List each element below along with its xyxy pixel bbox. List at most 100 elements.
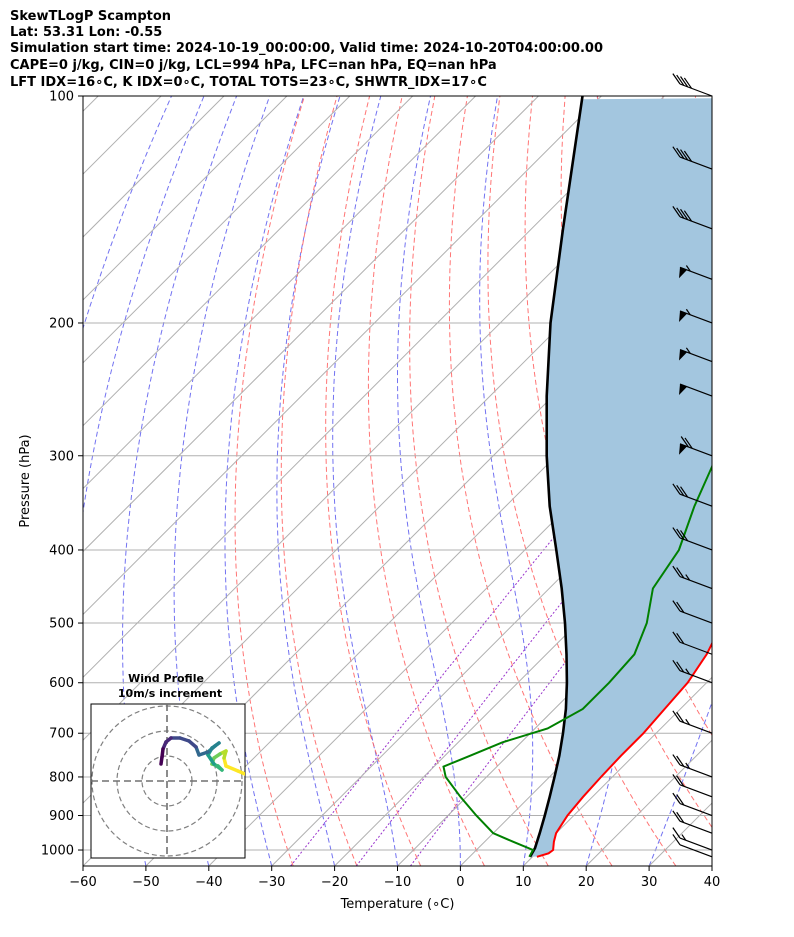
barb-staff: [679, 720, 713, 734]
barb-feather: [672, 754, 681, 766]
y-tick-label: 500: [49, 617, 74, 632]
plot-area: [83, 96, 794, 866]
barb-feather: [680, 208, 689, 220]
barb-feather: [672, 527, 681, 539]
hodograph-segment: [206, 753, 216, 766]
barb-staff: [679, 820, 713, 834]
barb-feather: [672, 827, 681, 839]
barb-staff: [679, 216, 713, 230]
barb-feather: [672, 810, 681, 822]
barb-feather: [676, 755, 685, 767]
barb-feather: [685, 718, 691, 726]
barb-feather: [672, 206, 681, 218]
x-tick-label: 10: [515, 875, 532, 890]
wind-barb: [672, 774, 713, 798]
moist-adiabat: [479, 96, 534, 866]
wind-barb: [679, 347, 713, 363]
barb-staff: [679, 784, 713, 798]
wind-profile-inset: Wind Profile 10m/s increment: [90, 672, 246, 859]
moist-adiabat: [332, 96, 398, 866]
barb-feather: [685, 574, 691, 581]
isotherm: [83, 96, 351, 364]
temperature-line: [536, 641, 712, 858]
barb-feather: [676, 484, 685, 497]
barb-pennant: [679, 443, 688, 455]
barb-feather: [676, 794, 685, 806]
wind-barb: [672, 631, 713, 655]
moist-adiabat: [276, 96, 341, 866]
isotherm: [397, 550, 712, 866]
barb-feather: [684, 437, 693, 449]
barb-staff: [679, 575, 713, 590]
x-tick-label: 0: [456, 875, 464, 890]
barb-feather: [680, 436, 689, 448]
isotherm: [83, 96, 602, 616]
barb-staff: [679, 156, 713, 170]
barb-feather: [672, 73, 681, 85]
convective-indices: CAPE=0 j/kg, CIN=0 j/kg, LCL=994 hPa, LF…: [10, 58, 497, 73]
barb-feather: [680, 530, 689, 542]
barb-pennant: [679, 267, 688, 279]
barb-staff: [679, 83, 713, 97]
wind-barb: [672, 527, 713, 551]
wind-barb: [679, 436, 713, 457]
barb-feather: [676, 661, 685, 673]
barb-feather: [676, 775, 685, 787]
dry-adiabat: [448, 96, 613, 866]
barb-pennant: [679, 310, 688, 322]
moist-adiabat: [173, 96, 271, 866]
isotherm: [334, 487, 712, 866]
dry-adiabat: [280, 96, 358, 866]
barb-feather: [680, 76, 689, 88]
barb-staff: [679, 764, 713, 778]
y-tick-label: 700: [49, 727, 74, 742]
x-tick-label: −30: [258, 875, 285, 890]
mixing-ratio-line: [355, 412, 712, 866]
barb-feather: [676, 528, 685, 540]
wind-barb: [672, 146, 713, 170]
wind-barb: [672, 660, 713, 684]
location-line: Lat: 53.31 Lon: -0.55: [10, 25, 163, 40]
barb-staff: [679, 641, 713, 655]
x-tick-label: 30: [641, 875, 658, 890]
parcel-profile-line: [528, 96, 584, 858]
barb-feather: [672, 710, 681, 722]
inset-plot: [91, 704, 245, 858]
barb-feather: [685, 265, 691, 272]
wind-barb: [672, 565, 713, 590]
barb-staff: [679, 493, 713, 507]
wind-barb: [672, 754, 713, 778]
barb-feather: [676, 74, 685, 86]
wind-barb: [679, 265, 713, 280]
barb-feather: [685, 762, 691, 769]
barb-feather: [685, 308, 691, 316]
wind-barb: [672, 206, 713, 230]
x-tick-label: −50: [132, 875, 159, 890]
y-tick-label: 200: [49, 316, 74, 331]
barb-feather: [676, 601, 685, 613]
isotherm: [775, 96, 794, 866]
moist-adiabat: [648, 700, 712, 866]
x-tick-label: 40: [704, 875, 721, 890]
barb-feather: [676, 567, 685, 579]
wind-barb: [672, 600, 713, 624]
moist-adiabat: [224, 96, 305, 866]
barb-feather: [672, 631, 681, 643]
barb-staff: [679, 844, 713, 858]
wind-barb: [672, 73, 713, 97]
barb-feather: [672, 146, 681, 158]
dry-adiabat: [728, 96, 794, 866]
barb-staff: [679, 266, 713, 280]
dry-adiabat: [234, 96, 305, 866]
barb-staff: [679, 802, 713, 817]
wind-barb: [679, 383, 713, 397]
barb-feather: [685, 668, 691, 675]
cin-shading: [530, 98, 712, 857]
barb-feather: [672, 660, 681, 672]
wind-barb: [672, 483, 713, 507]
y-tick-label: 800: [49, 770, 74, 785]
moist-adiabat: [775, 96, 794, 866]
x-axis-label: Temperature (∘C): [340, 897, 455, 912]
barb-pennant: [679, 349, 688, 361]
